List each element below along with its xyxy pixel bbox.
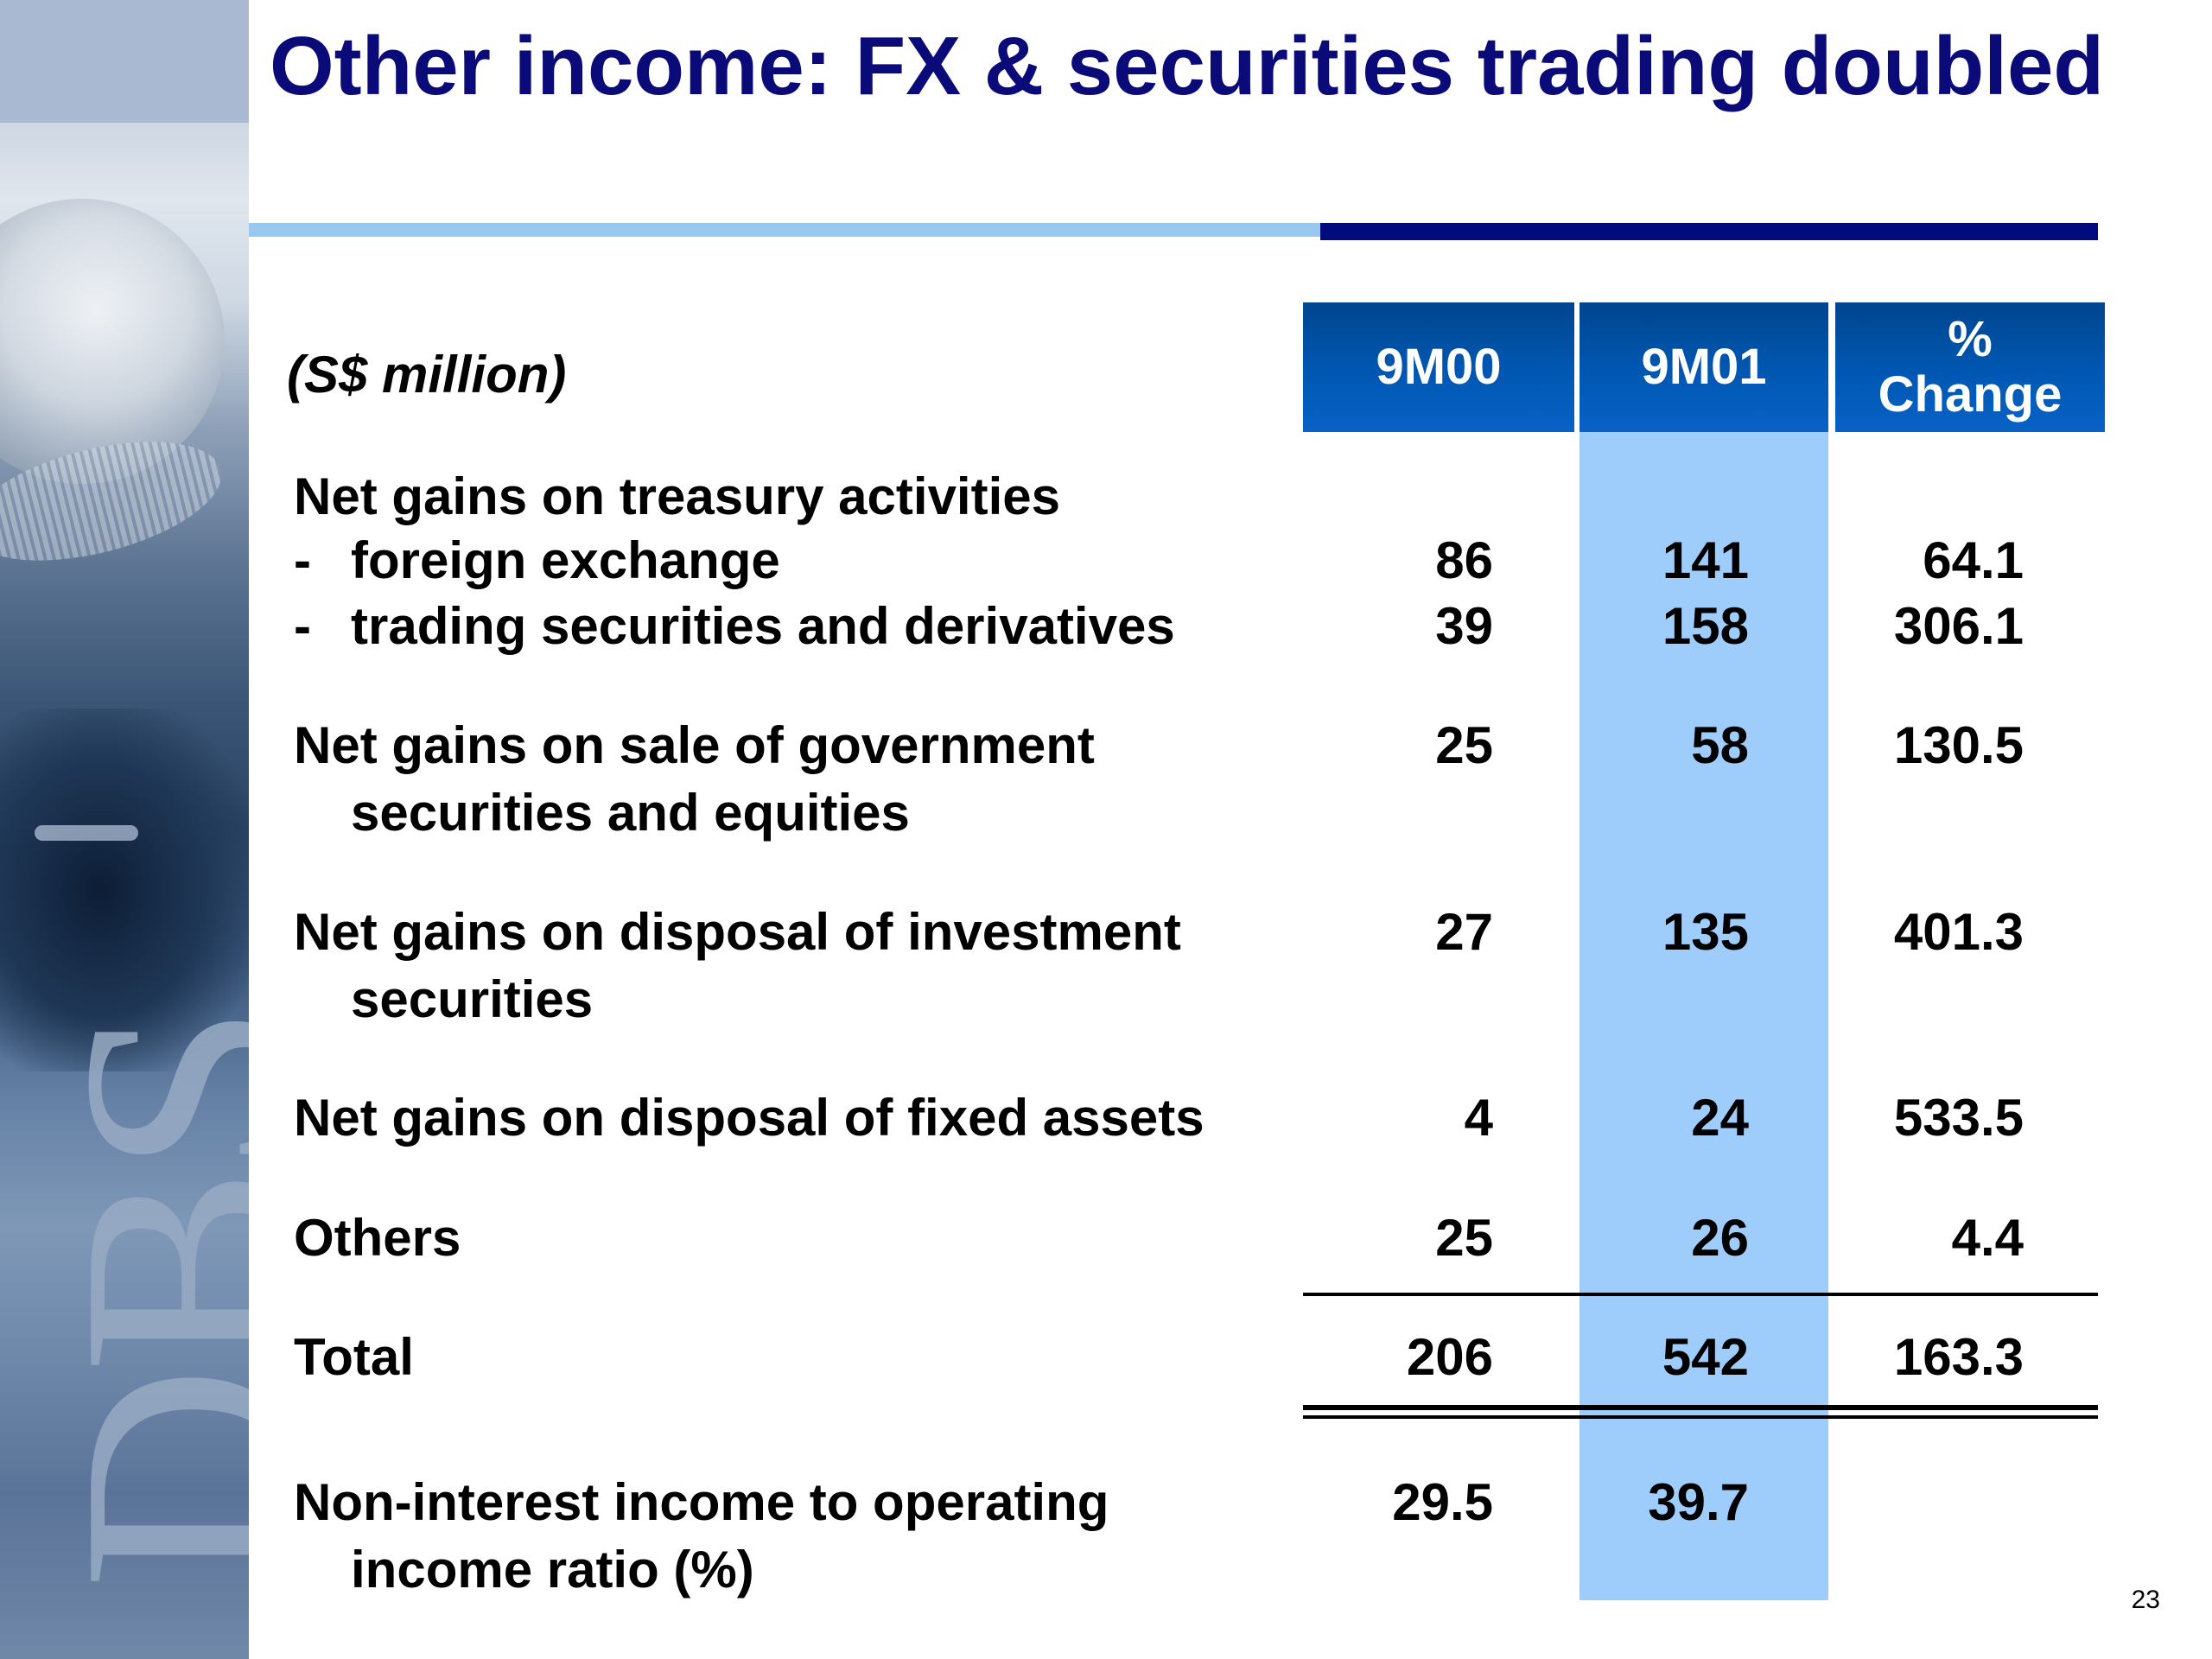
cell-investment-securities-change: 401.3 xyxy=(1893,903,2024,961)
row-label-government-securities: Net gains on sale of government securiti… xyxy=(294,716,1095,842)
cell-government-securities-9m00: 25 xyxy=(1435,716,1493,774)
cell-fixed-assets-9m00: 4 xyxy=(1464,1089,1493,1147)
cell-income-ratio-9m01: 39.7 xyxy=(1648,1473,1749,1531)
cell-trading-securities-change: 306.1 xyxy=(1893,597,2024,655)
header-9m01-label: 9M01 xyxy=(1641,339,1767,395)
highlight-column-9m01 xyxy=(1580,302,1828,1600)
total-double-rule-bottom xyxy=(1303,1415,2098,1419)
side-image-glint xyxy=(35,825,138,841)
cell-others-9m00: 25 xyxy=(1435,1209,1493,1267)
header-9m00: 9M00 xyxy=(1303,302,1574,432)
header-9m00-label: 9M00 xyxy=(1376,339,1502,395)
cell-others-9m01: 26 xyxy=(1691,1209,1749,1267)
cell-investment-securities-9m00: 27 xyxy=(1435,903,1493,961)
dbs-logo: DBS xyxy=(17,1010,249,1590)
total-double-rule-top xyxy=(1303,1405,2098,1410)
cell-government-securities-change: 130.5 xyxy=(1893,716,2024,774)
subtotal-rule xyxy=(1303,1293,2098,1296)
bullet-dash: - xyxy=(294,597,311,655)
header-percent-symbol: % xyxy=(1948,311,1993,367)
row-label-others: Others xyxy=(294,1209,461,1267)
title-underline-light xyxy=(249,223,1320,237)
header-percent-change: % Change xyxy=(1835,302,2105,432)
row-label-treasury-activities: Net gains on treasury activities xyxy=(294,467,1060,525)
cell-trading-securities-9m01: 158 xyxy=(1662,597,1749,655)
cell-foreign-exchange-9m00: 86 xyxy=(1435,531,1493,589)
row-label-trading-securities: - trading securities and derivatives xyxy=(294,593,1175,660)
row-label-fixed-assets: Net gains on disposal of fixed assets xyxy=(294,1089,1205,1147)
title-underline-dark xyxy=(1320,223,2098,240)
cell-total-9m00: 206 xyxy=(1406,1328,1493,1386)
cell-fixed-assets-9m01: 24 xyxy=(1691,1089,1749,1147)
cell-investment-securities-9m01: 135 xyxy=(1662,903,1749,961)
cell-total-change: 163.3 xyxy=(1893,1328,2024,1386)
header-9m01: 9M01 xyxy=(1580,302,1828,432)
cell-government-securities-9m01: 58 xyxy=(1691,716,1749,774)
row-label-foreign-exchange: - foreign exchange xyxy=(294,527,780,594)
cell-others-change: 4.4 xyxy=(1951,1209,2024,1267)
cell-trading-securities-9m00: 39 xyxy=(1435,597,1493,655)
header-change-label: Change xyxy=(1878,366,2063,423)
slide-title: Other income: FX & securities trading do… xyxy=(270,20,2104,112)
units-label: (S$ million) xyxy=(287,346,567,404)
row-label-income-ratio: Non-interest income to operating income … xyxy=(294,1473,1109,1599)
side-image-top-block xyxy=(0,0,249,123)
cell-total-9m01: 542 xyxy=(1662,1328,1749,1386)
decorative-side-image: DBS xyxy=(0,0,249,1659)
coin-graphic xyxy=(0,199,225,484)
cell-income-ratio-9m00: 29.5 xyxy=(1392,1473,1493,1531)
cell-foreign-exchange-9m01: 141 xyxy=(1662,531,1749,589)
side-image-shadow xyxy=(0,709,249,1071)
bullet-dash: - xyxy=(294,531,311,589)
cell-fixed-assets-change: 533.5 xyxy=(1893,1089,2024,1147)
row-label-investment-securities: Net gains on disposal of investment secu… xyxy=(294,903,1181,1028)
row-label-total: Total xyxy=(294,1328,414,1386)
page-number: 23 xyxy=(2131,1586,2160,1614)
cell-foreign-exchange-change: 64.1 xyxy=(1923,531,2024,589)
